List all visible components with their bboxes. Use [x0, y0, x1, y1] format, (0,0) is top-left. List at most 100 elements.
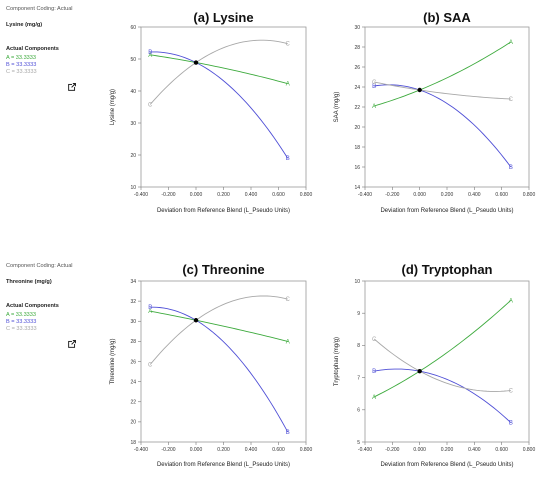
- component-coding-label: Component Coding: Actual: [6, 6, 73, 12]
- chart-title: (b) SAA: [423, 10, 471, 25]
- x-tick-label: 0.800: [300, 447, 313, 453]
- component-b-value[interactable]: B = 33.3333: [6, 318, 37, 325]
- x-tick-label: 0.200: [217, 192, 230, 198]
- series-A-end-label: A: [372, 104, 376, 110]
- x-tick-label: 0.000: [413, 447, 426, 453]
- series-C-end-label: C: [509, 388, 514, 394]
- y-axis-label: Tryptophan (mg/g): [334, 337, 340, 386]
- series-A-end-label: A: [148, 53, 152, 59]
- actual-components-heading: Actual Components: [6, 302, 59, 309]
- series-A-end-label: A: [148, 309, 152, 315]
- plot-frame: [140, 280, 307, 443]
- y-tick-label: 18: [354, 145, 360, 151]
- y-tick-label: 22: [130, 400, 136, 406]
- series-A-line: [373, 299, 512, 398]
- component-c-value[interactable]: C = 33.3333: [6, 325, 37, 332]
- series-C-end-label: C: [509, 97, 514, 103]
- y-tick-label: 5: [357, 440, 360, 446]
- series-C-end-label: C: [148, 102, 153, 108]
- series-B-line: [150, 51, 289, 159]
- series-B-end-label: B: [372, 84, 376, 90]
- reference-point: [417, 87, 422, 93]
- chart-tryptophan: (d) Tryptophan -0.400 -0.200 0.000 0.200 0.40…: [334, 262, 535, 468]
- chart-lysine: (a) Lysine -0.400 -0.200 0.000 0.200 0.400 0.6…: [110, 10, 312, 214]
- series-B-end-label: B: [509, 165, 513, 171]
- series-C-line: [149, 39, 288, 105]
- series-B-line: [374, 368, 512, 424]
- x-tick-label: 0.200: [441, 192, 454, 198]
- series-B-end-label: B: [372, 369, 376, 375]
- y-tick-label: 60: [130, 25, 136, 31]
- plot-frame: [364, 280, 530, 443]
- y-tick-label: 7: [357, 375, 360, 381]
- x-tick-label: 0.800: [523, 192, 536, 198]
- y-tick-label: 28: [354, 45, 360, 51]
- x-tick-label: 0.400: [468, 192, 481, 198]
- y-tick-label: 6: [357, 408, 360, 414]
- x-axis-label: Deviation from Reference Blend (L_Pseudo…: [157, 208, 290, 214]
- series-A-line: [150, 54, 288, 85]
- x-tick-label: 0.000: [190, 192, 203, 198]
- x-tick-label: 0.800: [523, 447, 536, 453]
- chart-title: (a) Lysine: [193, 10, 253, 25]
- x-axis-label: Deviation from Reference Blend (L_Pseudo…: [380, 462, 513, 468]
- series-C-line: [374, 81, 511, 100]
- y-tick-label: 14: [354, 185, 360, 191]
- series-C-end-label: C: [148, 363, 153, 369]
- component-b-value[interactable]: B = 33.3333: [6, 61, 37, 68]
- series-C-end-label: C: [286, 42, 291, 48]
- y-tick-label: 10: [130, 185, 136, 191]
- series-A-end-label: A: [286, 339, 290, 345]
- series-A-line: [374, 41, 512, 107]
- component-a-value[interactable]: A = 33.3333: [6, 311, 37, 318]
- y-tick-label: 34: [130, 279, 136, 285]
- y-tick-label: 28: [130, 339, 136, 345]
- x-axis-label: Deviation from Reference Blend (L_Pseudo…: [380, 208, 513, 214]
- y-tick-label: 10: [354, 279, 360, 285]
- y-axis-label: SAA (mg/g): [334, 92, 340, 123]
- x-tick-label: -0.200: [161, 192, 175, 198]
- series-B-end-label: B: [286, 156, 290, 162]
- x-axis-label: Deviation from Reference Blend (L_Pseudo…: [157, 462, 290, 468]
- x-tick-label: 0.600: [495, 192, 508, 198]
- open-in-new-icon[interactable]: [68, 83, 76, 91]
- x-tick-label: 0.400: [468, 447, 481, 453]
- x-tick-label: -0.200: [385, 192, 399, 198]
- component-a-value[interactable]: A = 33.3333: [6, 54, 37, 61]
- y-tick-label: 30: [354, 25, 360, 31]
- y-tick-label: 16: [354, 165, 360, 171]
- y-tick-label: 40: [130, 89, 136, 95]
- actual-components-heading: Actual Components: [6, 45, 59, 52]
- chart-title: (c) Threonine: [182, 262, 264, 277]
- chart-saa: (b) SAA -0.400 -0.200 0.000 0.200 0.400 0.600 0…: [334, 10, 535, 214]
- x-tick-label: 0.200: [217, 447, 230, 453]
- x-tick-label: 0.600: [272, 192, 285, 198]
- x-tick-label: -0.200: [385, 447, 399, 453]
- x-tick-label: -0.400: [358, 192, 372, 198]
- y-tick-label: 18: [130, 440, 136, 446]
- y-tick-label: 30: [130, 121, 136, 127]
- y-tick-label: 50: [130, 57, 136, 63]
- reference-point: [193, 318, 199, 323]
- series-B-end-label: B: [148, 50, 152, 56]
- open-in-new-icon[interactable]: [68, 340, 76, 348]
- series-A-end-label: A: [286, 82, 290, 88]
- series-B-end-label: B: [509, 421, 513, 427]
- x-tick-label: 0.000: [413, 192, 426, 198]
- side-panel-bottom: Component Coding: Actual Threonine (mg/g…: [6, 263, 73, 333]
- series-A-end-label: A: [509, 40, 513, 46]
- y-tick-label: 20: [130, 420, 136, 426]
- series-B-line: [374, 84, 512, 168]
- y-axis-label: Threonine (mg/g): [110, 338, 116, 384]
- series-A-end-label: A: [509, 298, 513, 304]
- series-C-end-label: C: [286, 297, 291, 303]
- chart-title: (d) Tryptophan: [402, 262, 493, 277]
- x-tick-label: -0.400: [134, 192, 148, 198]
- reference-point: [417, 368, 422, 374]
- y-axis-label: Lysine (mg/g): [110, 89, 116, 125]
- y-tick-label: 26: [130, 359, 136, 365]
- y-tick-label: 24: [130, 379, 136, 385]
- plot-frame: [140, 26, 307, 188]
- x-tick-label: -0.400: [358, 447, 372, 453]
- component-c-value[interactable]: C = 33.3333: [6, 68, 37, 75]
